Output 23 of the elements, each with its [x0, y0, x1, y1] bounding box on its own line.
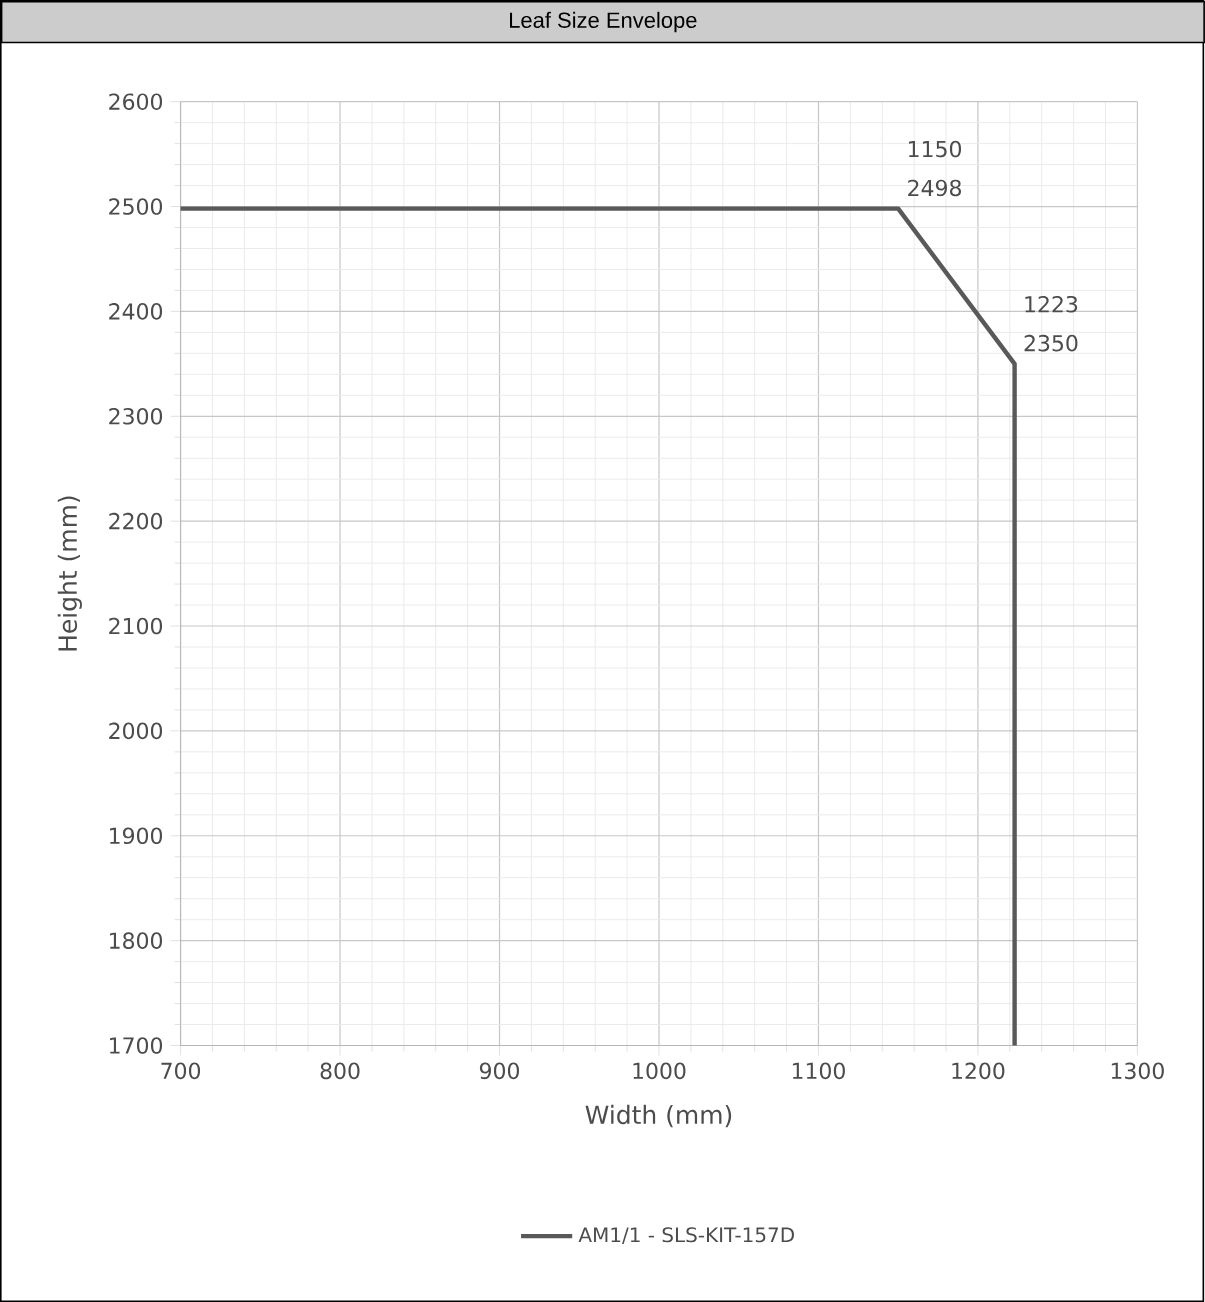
- x-tick-label: 1200: [952, 1062, 1005, 1080]
- legend-label: AM1/1 - SLS-KIT-157D: [578, 1227, 794, 1244]
- y-tick-label: 1800: [110, 932, 163, 949]
- y-tick-label: 2400: [109, 303, 163, 320]
- y-tick-label: 2500: [109, 198, 163, 215]
- x-tick-label: 1300: [1111, 1062, 1164, 1080]
- y-tick-label: 1900: [110, 827, 163, 845]
- y-tick-label: 2000: [109, 722, 163, 740]
- annotation: 1150 2498: [908, 140, 962, 197]
- x-tick-label: 800: [320, 1062, 360, 1080]
- y-tick-label: 2100: [109, 617, 163, 635]
- x-tick-label: 900: [479, 1062, 520, 1080]
- y-axis-title: Height (mm): [57, 496, 82, 651]
- x-axis-title: Width (mm): [585, 1104, 732, 1128]
- y-tick-label: 2600: [109, 93, 163, 110]
- x-tick-label: 1000: [633, 1062, 686, 1080]
- x-tick-label: 700: [161, 1062, 201, 1080]
- y-tick-label: 2200: [109, 512, 163, 530]
- annotation: 1223 2350: [1024, 295, 1078, 352]
- y-tick-label: 2300: [109, 407, 163, 425]
- x-tick-label: 1100: [792, 1062, 845, 1080]
- y-tick-label: 1700: [110, 1037, 163, 1054]
- chart-title: Leaf Size Envelope: [510, 11, 697, 33]
